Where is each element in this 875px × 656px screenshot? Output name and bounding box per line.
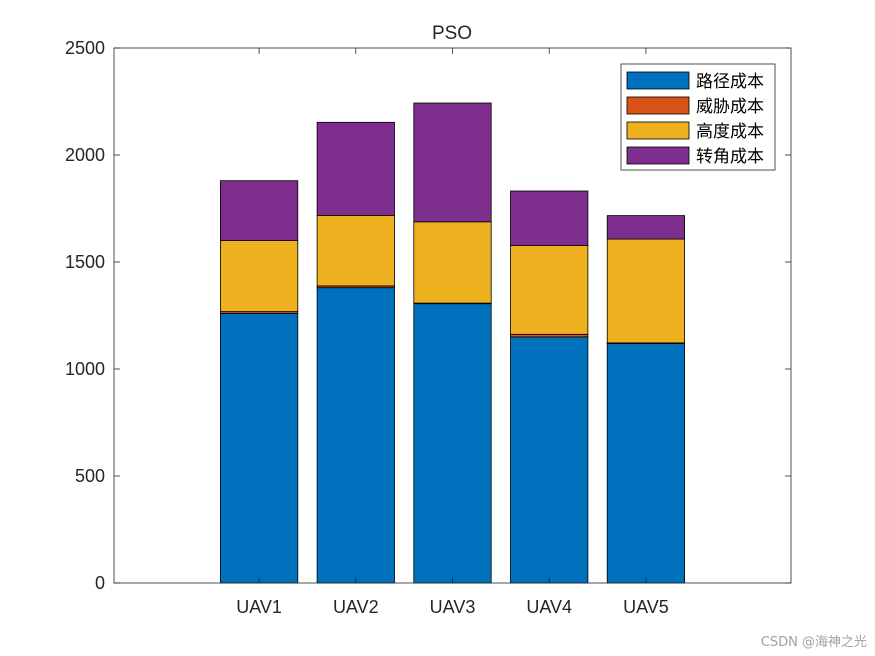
y-tick-label: 0 (95, 573, 105, 593)
bar-segment-uav3-2 (413, 221, 492, 304)
legend-swatch (626, 71, 690, 90)
bar-segment-uav2-3 (316, 121, 395, 216)
y-tick-label: 1500 (65, 252, 105, 272)
bar-segment-uav1-0 (219, 312, 299, 584)
bar-segment-uav5-2 (606, 238, 686, 344)
bars-layer (219, 102, 686, 584)
y-tick-label: 2500 (65, 38, 105, 58)
x-tick-label: UAV5 (623, 597, 669, 617)
x-tick-label: UAV3 (430, 597, 476, 617)
legend-swatch (626, 121, 690, 140)
bar-segment-uav1-3 (219, 180, 299, 241)
legend-label: 高度成本 (696, 122, 764, 142)
bar-segment-uav3-0 (413, 303, 492, 584)
bar-segment-uav4-0 (510, 336, 589, 584)
chart-title: PSO (432, 23, 472, 44)
bar-segment-uav5-0 (606, 342, 686, 584)
x-tick-label: UAV4 (526, 597, 572, 617)
legend-swatch (626, 146, 690, 165)
y-tick-label: 2000 (65, 145, 105, 165)
x-tick-label: UAV2 (333, 597, 379, 617)
legend-label: 威胁成本 (696, 97, 764, 117)
bar-segment-uav2-2 (316, 214, 395, 287)
bar-segment-uav5-3 (606, 215, 686, 240)
y-tick-label: 500 (75, 466, 105, 486)
watermark: CSDN @海神之光 (760, 635, 867, 650)
axes-layer: 0 500 1000 1500 2000 2500 UAV1 UAV2 UAV3 UAV4 UAV5 (65, 38, 792, 617)
bar-segment-uav4-2 (510, 245, 589, 335)
bar-segment-uav3-3 (413, 102, 492, 223)
legend-label: 路径成本 (696, 72, 764, 92)
bar-segment-uav4-3 (510, 190, 589, 246)
x-tick-label: UAV1 (236, 597, 282, 617)
legend-swatch (626, 96, 690, 115)
y-tick-label: 1000 (65, 359, 105, 379)
bar-segment-uav1-2 (219, 240, 299, 313)
bar-segment-uav2-0 (316, 287, 395, 584)
legend-label: 转角成本 (696, 147, 764, 167)
